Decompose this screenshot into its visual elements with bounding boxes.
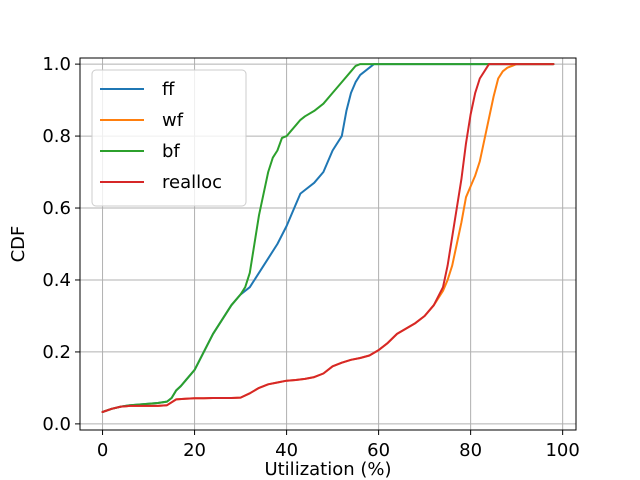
x-tick-label: 0	[97, 440, 108, 461]
legend-label-ff: ff	[162, 79, 175, 100]
y-tick-label: 1.0	[42, 54, 71, 75]
x-tick-label: 40	[275, 440, 298, 461]
legend-entries: ff wf bf realloc	[100, 79, 222, 193]
y-tick-label: 0.8	[42, 126, 71, 147]
series-lines	[101, 63, 555, 413]
y-axis-label: CDF	[8, 226, 29, 263]
y-tick-label: 0.0	[42, 414, 71, 435]
legend-label-bf: bf	[162, 141, 180, 162]
y-tick-label: 0.4	[42, 270, 71, 291]
legend-label-wf: wf	[162, 110, 184, 131]
ticks: 0 20 40 60 80 100 0.0 0.2 0.4 0.6 0.8 1.0	[42, 54, 579, 461]
legend-label-realloc: realloc	[162, 172, 222, 193]
legend-box	[91, 69, 247, 207]
x-axis-label: Utilization (%)	[264, 459, 391, 480]
y-tick-label: 0.6	[42, 198, 71, 219]
legend: ff wf bf realloc	[91, 69, 247, 207]
y-tick-label: 0.2	[42, 342, 71, 363]
series-line-bf	[101, 63, 555, 413]
x-tick-label: 100	[545, 440, 579, 461]
series-line-realloc	[101, 63, 555, 413]
grid	[80, 58, 576, 430]
x-tick-label: 60	[367, 440, 390, 461]
axes-frame	[79, 57, 577, 431]
x-tick-label: 80	[459, 440, 482, 461]
x-tick-label: 20	[183, 440, 206, 461]
